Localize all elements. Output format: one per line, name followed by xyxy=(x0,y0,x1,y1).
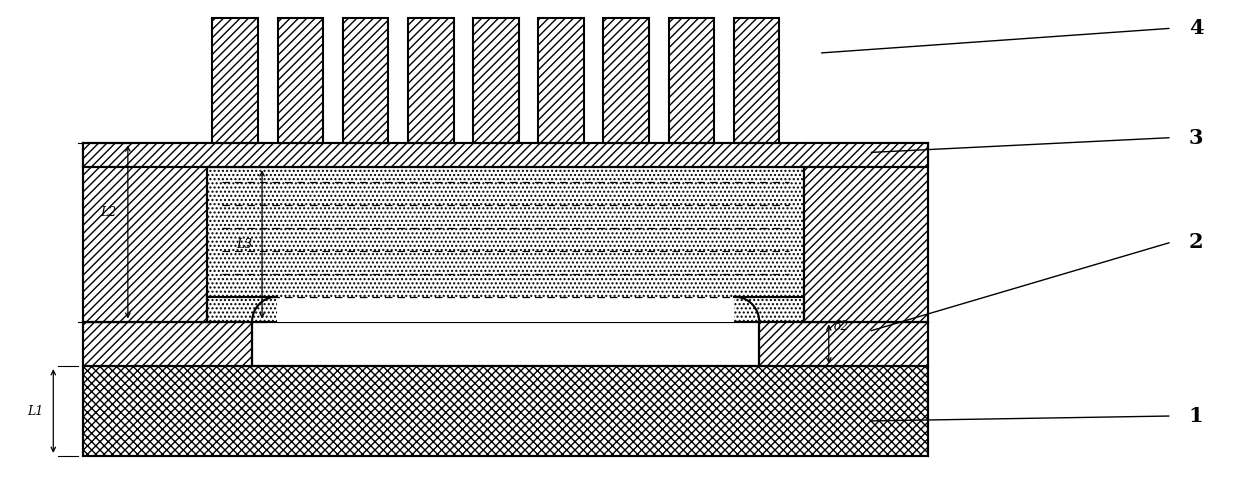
Text: 1: 1 xyxy=(1188,406,1203,426)
Bar xyxy=(538,18,584,143)
Bar xyxy=(83,321,252,366)
Bar xyxy=(473,18,519,143)
Bar xyxy=(83,143,207,321)
Bar xyxy=(278,18,323,143)
Text: L1: L1 xyxy=(27,404,43,417)
Text: 2: 2 xyxy=(1188,232,1203,252)
Bar xyxy=(207,167,804,321)
Bar xyxy=(669,18,714,143)
Bar xyxy=(278,297,735,321)
Bar xyxy=(603,18,649,143)
Bar xyxy=(760,321,928,366)
Text: 3: 3 xyxy=(1188,128,1203,147)
Bar xyxy=(207,167,804,321)
Bar xyxy=(408,18,453,143)
Text: L3: L3 xyxy=(237,238,253,251)
Bar xyxy=(804,143,928,321)
Bar xyxy=(83,366,928,456)
Bar xyxy=(83,143,928,167)
Text: L2: L2 xyxy=(100,206,116,219)
Text: 4: 4 xyxy=(1188,18,1203,38)
Bar xyxy=(733,18,779,143)
Text: δ2: δ2 xyxy=(834,320,849,333)
Bar xyxy=(343,18,388,143)
Bar xyxy=(212,18,258,143)
Bar xyxy=(208,167,803,321)
